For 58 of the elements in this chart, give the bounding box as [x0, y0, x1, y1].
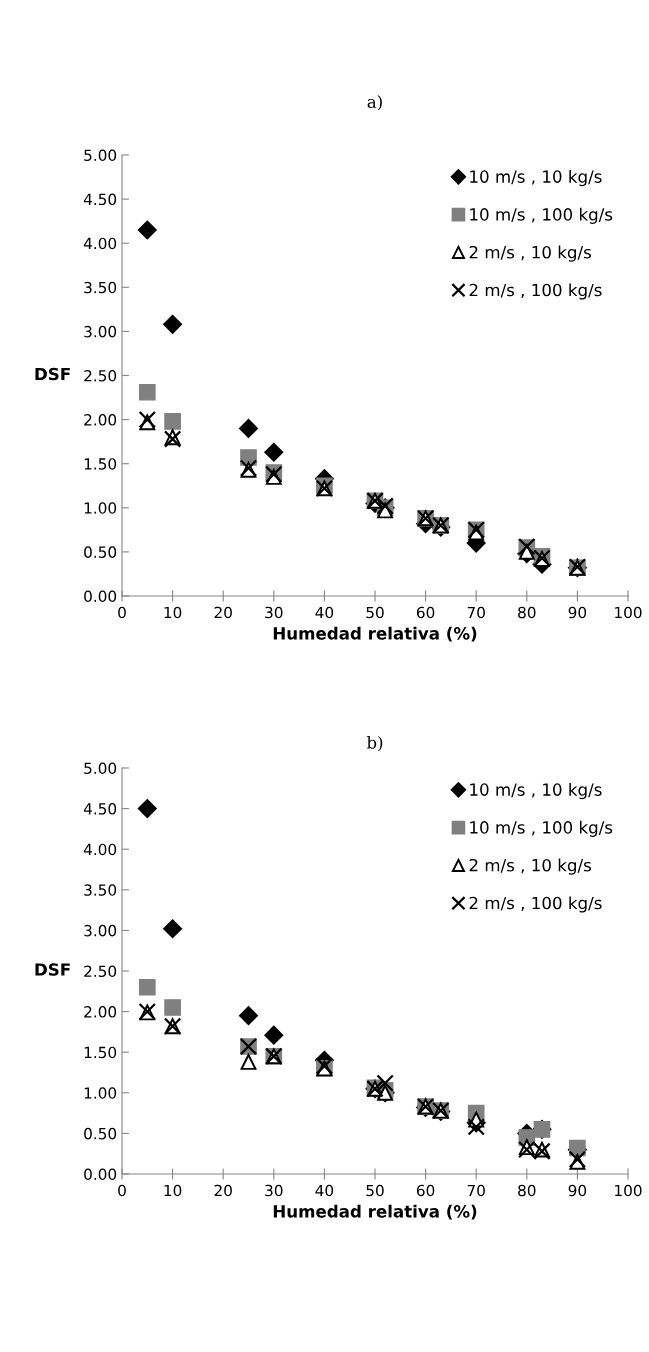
x-axis-title: Humedad relativa (%)	[273, 626, 477, 642]
y-tick-label: 2.50	[84, 965, 117, 978]
x-tick-label: 0	[118, 1184, 126, 1197]
x-tick-label: 70	[467, 1184, 485, 1197]
y-tick-label: 4.50	[83, 193, 117, 206]
x-axis-title: Humedad relativa (%)	[273, 1204, 477, 1220]
y-tick-label: 2.00	[84, 1006, 117, 1018]
x-tick-label: 80	[518, 1184, 536, 1197]
x-tick-label: 30	[265, 606, 283, 619]
x-tick-label: 40	[315, 606, 334, 619]
y-tick-label: 3.00	[84, 924, 117, 937]
x-tick-label: 90	[568, 1184, 587, 1197]
y-tick-label: 5.00	[84, 149, 117, 162]
x-tick-label: 100	[615, 1184, 642, 1197]
x-tick-label: 50	[366, 606, 384, 619]
legend-label: 10 m/s , 100 kg/s	[470, 207, 613, 224]
y-tick-label: 1.50	[84, 1046, 117, 1059]
y-tick-label: 0.00	[84, 1168, 117, 1181]
legend-label: 2 m/s , 100 kg/s	[469, 896, 602, 913]
x-tick-label: 20	[214, 606, 232, 619]
y-tick-label: 0.50	[84, 1127, 117, 1140]
legend-label: 2 m/s , 10 kg/s	[469, 245, 591, 262]
y-tick-label: 2.50	[84, 369, 117, 382]
x-tick-label: 60	[416, 1184, 435, 1197]
y-tick-label: 2.00	[84, 414, 117, 426]
y-axis-title: DSF	[35, 367, 70, 381]
y-tick-label: 0.50	[84, 546, 117, 558]
x-tick-label: 40	[315, 1184, 334, 1197]
y-tick-label: 3.50	[84, 884, 117, 896]
chart-title: a)	[367, 95, 382, 111]
y-tick-label: 5.00	[84, 762, 117, 775]
legend-label: 10 m/s , 10 kg/s	[470, 783, 602, 800]
y-tick-label: 3.00	[84, 325, 117, 338]
legend-label: 2 m/s , 10 kg/s	[469, 858, 591, 875]
y-tick-label: 4.00	[83, 843, 117, 856]
x-tick-label: 30	[265, 1184, 283, 1197]
x-tick-label: 10	[164, 1184, 182, 1197]
x-tick-label: 90	[568, 606, 587, 619]
y-tick-label: 4.50	[83, 803, 117, 815]
legend-label: 2 m/s , 100 kg/s	[469, 283, 602, 300]
legend-label: 10 m/s , 10 kg/s	[470, 170, 602, 187]
chart-title: b)	[366, 735, 383, 752]
x-tick-label: 100	[615, 606, 642, 619]
x-tick-label: 80	[518, 606, 536, 619]
y-axis-title: DSF	[35, 963, 70, 976]
x-tick-label: 60	[416, 606, 435, 619]
x-tick-label: 10	[164, 606, 182, 619]
y-tick-label: 1.00	[84, 1087, 117, 1099]
y-tick-label: 0.00	[84, 590, 117, 603]
legend-label: 10 m/s , 100 kg/s	[470, 820, 613, 837]
x-tick-label: 70	[467, 606, 485, 619]
y-tick-label: 4.00	[83, 237, 117, 250]
y-tick-label: 1.50	[84, 458, 117, 470]
x-tick-label: 50	[366, 1184, 384, 1197]
y-tick-label: 1.00	[84, 502, 117, 514]
y-tick-label: 3.50	[84, 281, 117, 294]
x-tick-label: 20	[214, 1184, 232, 1197]
x-tick-label: 0	[118, 606, 126, 619]
